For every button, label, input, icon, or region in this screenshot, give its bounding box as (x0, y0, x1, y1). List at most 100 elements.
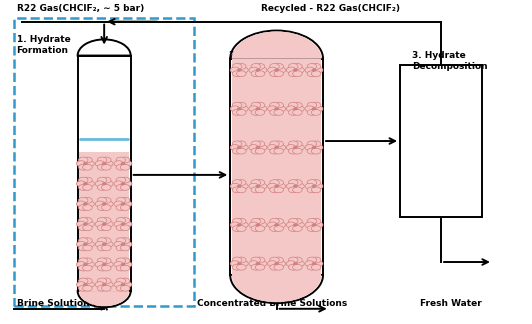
Circle shape (114, 161, 123, 167)
Circle shape (270, 64, 279, 69)
Circle shape (270, 71, 279, 76)
Circle shape (120, 225, 130, 231)
Circle shape (275, 146, 279, 149)
Circle shape (83, 223, 87, 226)
Circle shape (305, 183, 314, 189)
Circle shape (270, 226, 279, 231)
Circle shape (293, 141, 302, 147)
Circle shape (120, 157, 130, 163)
Circle shape (274, 102, 284, 108)
Circle shape (274, 226, 284, 231)
Circle shape (249, 67, 259, 73)
Circle shape (237, 224, 242, 226)
Circle shape (120, 164, 130, 170)
Circle shape (288, 180, 298, 185)
Circle shape (232, 148, 242, 154)
Circle shape (104, 221, 113, 227)
Circle shape (116, 205, 126, 211)
Circle shape (288, 71, 298, 76)
Circle shape (82, 218, 92, 223)
Circle shape (237, 146, 242, 149)
Circle shape (104, 282, 113, 287)
Circle shape (120, 278, 130, 284)
Circle shape (307, 102, 317, 108)
Circle shape (230, 145, 240, 150)
Circle shape (116, 225, 126, 231)
Circle shape (237, 71, 246, 76)
Circle shape (255, 180, 265, 185)
Circle shape (85, 241, 94, 247)
Circle shape (83, 162, 87, 165)
Circle shape (120, 218, 130, 223)
Circle shape (95, 261, 105, 267)
Circle shape (288, 187, 298, 193)
Circle shape (239, 67, 248, 73)
Circle shape (102, 258, 111, 264)
Circle shape (249, 261, 259, 267)
Circle shape (257, 145, 267, 150)
Circle shape (78, 225, 88, 231)
Circle shape (255, 218, 265, 224)
Circle shape (82, 177, 92, 183)
Circle shape (286, 261, 296, 267)
Circle shape (232, 141, 242, 147)
Circle shape (230, 106, 240, 112)
Circle shape (305, 222, 314, 228)
Circle shape (104, 161, 113, 167)
Circle shape (97, 265, 107, 271)
Circle shape (237, 64, 246, 69)
Circle shape (270, 264, 279, 270)
Circle shape (116, 278, 126, 284)
Circle shape (311, 141, 321, 147)
Circle shape (274, 187, 284, 193)
Circle shape (237, 218, 246, 224)
Circle shape (256, 108, 260, 110)
Circle shape (251, 218, 261, 224)
Circle shape (121, 243, 125, 246)
Circle shape (268, 261, 277, 267)
Circle shape (85, 181, 94, 187)
Circle shape (97, 245, 107, 251)
Circle shape (85, 221, 94, 227)
Circle shape (251, 141, 261, 147)
Circle shape (237, 185, 242, 188)
Circle shape (102, 283, 106, 286)
Circle shape (114, 241, 123, 247)
Circle shape (286, 145, 296, 150)
Circle shape (82, 197, 92, 203)
Circle shape (77, 221, 86, 227)
Circle shape (270, 257, 279, 263)
Circle shape (97, 285, 107, 291)
Circle shape (97, 177, 107, 183)
Circle shape (82, 265, 92, 271)
Circle shape (251, 110, 261, 115)
Circle shape (97, 197, 107, 203)
Circle shape (288, 141, 298, 147)
Circle shape (122, 241, 132, 247)
Circle shape (312, 224, 316, 226)
Circle shape (313, 261, 323, 267)
Circle shape (293, 224, 297, 226)
Circle shape (293, 64, 302, 69)
Circle shape (286, 222, 296, 228)
Circle shape (256, 262, 260, 265)
Circle shape (311, 180, 321, 185)
Circle shape (255, 110, 265, 115)
Circle shape (102, 205, 111, 211)
Circle shape (255, 102, 265, 108)
Circle shape (307, 148, 317, 154)
Circle shape (102, 278, 111, 284)
Circle shape (122, 221, 132, 227)
Circle shape (78, 245, 88, 251)
Wedge shape (78, 40, 131, 55)
Wedge shape (230, 275, 323, 303)
Circle shape (116, 177, 126, 183)
Circle shape (122, 181, 132, 187)
Circle shape (120, 258, 130, 264)
Circle shape (274, 218, 284, 224)
Circle shape (255, 148, 265, 154)
Circle shape (232, 264, 242, 270)
Circle shape (251, 64, 261, 69)
Circle shape (95, 201, 105, 207)
Circle shape (255, 71, 265, 76)
